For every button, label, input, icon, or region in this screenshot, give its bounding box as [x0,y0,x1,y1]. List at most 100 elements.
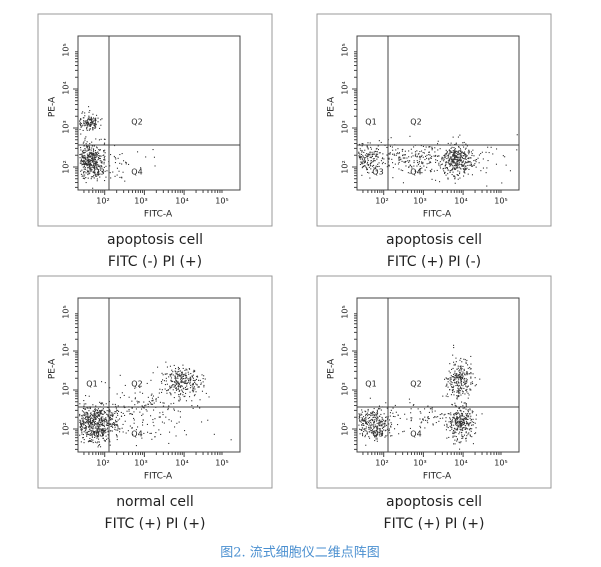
event-dot [373,421,375,423]
x-tick-label: 10⁴ [175,459,188,468]
event-dot [459,153,461,155]
event-dot [364,420,366,422]
event-dot [97,422,99,424]
event-dot [460,168,462,170]
event-dot [90,125,92,127]
event-dot [177,374,179,376]
event-dot [375,413,377,415]
event-dot [91,151,93,153]
event-dot [453,391,455,393]
event-dot [453,161,455,163]
quadrant-label: Q2 [131,380,142,389]
event-dot [458,166,460,168]
event-dot [445,420,447,422]
event-dot [85,426,87,428]
event-dot [461,383,463,385]
event-dot [410,408,412,410]
event-dot [92,404,94,406]
event-dot [80,124,82,126]
event-dot [365,444,367,446]
event-dot [466,418,468,420]
event-dot [91,166,93,168]
event-dot [81,169,83,171]
event-dot [367,412,369,414]
event-dot [367,154,369,156]
event-dot [98,421,100,423]
event-dot [454,413,456,415]
event-dot [457,157,459,159]
event-dot [384,419,386,421]
event-dot [189,368,191,370]
event-dot [398,153,400,155]
event-dot [374,436,376,438]
event-dot [407,160,409,162]
event-dot [142,413,144,415]
event-dot [100,169,102,171]
y-tick-label: 10⁴ [62,343,71,356]
event-dot [462,391,464,393]
event-dot [462,421,464,423]
event-dot [368,423,370,425]
event-dot [139,411,141,413]
event-dot [438,162,440,164]
event-dot [398,433,400,435]
event-dot [85,429,87,431]
event-dot [368,154,370,156]
event-dot [83,162,85,164]
event-dot [453,430,455,432]
event-dot [449,170,451,172]
event-dot [456,161,458,163]
event-dot [426,157,428,159]
event-dot [459,424,461,426]
event-dot [443,170,445,172]
event-dot [402,154,404,156]
event-dot [96,154,98,156]
event-dot [454,178,456,180]
event-dot [362,155,364,157]
event-dot [466,167,468,169]
event-dot [85,177,87,179]
event-dot [454,439,456,441]
event-dot [104,432,106,434]
event-dot [82,161,84,163]
event-dot [365,411,367,413]
event-dot [417,164,419,166]
event-dot [452,376,454,378]
event-dot [370,162,372,164]
event-dot [182,378,184,380]
event-dot [88,147,90,149]
event-dot [421,172,423,174]
event-dot [358,155,360,157]
event-dot [367,164,369,166]
event-dot [372,414,374,416]
event-dot [160,381,162,383]
event-dot [116,393,118,395]
event-dot [91,147,93,149]
event-dot [179,397,181,399]
event-dot [378,432,380,434]
event-dot [454,443,456,445]
event-dot [428,411,430,413]
event-dot [134,398,136,400]
event-dot [175,372,177,374]
event-dot [82,437,84,439]
event-dot [103,430,105,432]
event-dot [472,443,474,445]
event-dot [368,425,370,427]
event-dot [457,174,459,176]
event-dot [154,436,156,438]
event-dot [366,431,368,433]
event-dot [463,141,465,143]
event-dot [99,434,101,436]
event-dot [94,424,96,426]
event-dot [449,382,451,384]
event-dot [457,395,459,397]
event-dot [177,377,179,379]
event-dot [460,425,462,427]
event-dot [380,420,382,422]
event-dot [461,388,463,390]
event-dot [457,390,459,392]
event-dot [457,164,459,166]
event-dot [405,160,407,162]
event-dot [94,441,96,443]
